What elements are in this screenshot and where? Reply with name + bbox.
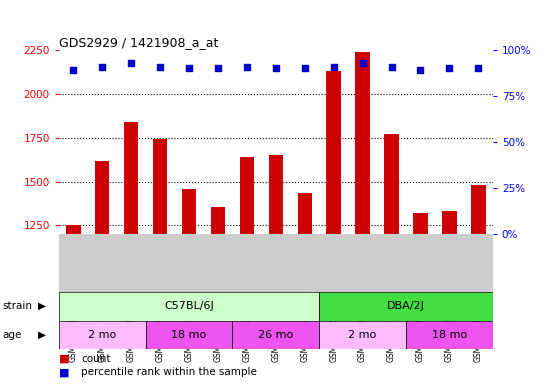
Bar	[326, 71, 341, 234]
Text: ■: ■	[59, 367, 69, 377]
Bar	[356, 52, 370, 234]
Text: count: count	[81, 354, 111, 364]
Text: ■: ■	[59, 354, 69, 364]
Point	[242, 63, 251, 70]
Text: ▶: ▶	[38, 301, 46, 311]
Bar	[66, 225, 81, 234]
Point	[474, 65, 483, 71]
Point	[97, 63, 106, 70]
Bar	[59, 321, 146, 349]
Text: strain: strain	[3, 301, 33, 311]
Bar	[124, 122, 138, 234]
Text: percentile rank within the sample: percentile rank within the sample	[81, 367, 257, 377]
Text: 2 mo: 2 mo	[88, 330, 116, 340]
Text: 2 mo: 2 mo	[348, 330, 377, 340]
Bar	[153, 139, 167, 234]
Point	[445, 65, 454, 71]
Bar	[182, 189, 196, 234]
Point	[300, 65, 309, 71]
Text: DBA/2J: DBA/2J	[387, 301, 425, 311]
Bar	[269, 155, 283, 234]
Bar	[59, 292, 319, 321]
Point	[156, 63, 165, 70]
Text: ▶: ▶	[38, 330, 46, 340]
Bar	[384, 134, 399, 234]
Bar	[471, 185, 486, 234]
Bar	[297, 193, 312, 234]
Text: age: age	[3, 330, 22, 340]
Text: 18 mo: 18 mo	[432, 330, 467, 340]
Point	[184, 65, 194, 71]
Bar	[240, 157, 254, 234]
Text: 26 mo: 26 mo	[258, 330, 293, 340]
Bar	[95, 161, 109, 234]
Bar	[211, 207, 225, 234]
Text: C57BL/6J: C57BL/6J	[164, 301, 214, 311]
Point	[271, 65, 280, 71]
Bar	[406, 321, 493, 349]
Text: GDS2929 / 1421908_a_at: GDS2929 / 1421908_a_at	[59, 36, 218, 49]
Point	[127, 60, 136, 66]
Point	[69, 67, 78, 73]
Bar	[319, 292, 493, 321]
Bar	[442, 210, 456, 234]
Point	[358, 60, 367, 66]
Point	[329, 63, 338, 70]
Bar	[232, 321, 319, 349]
Point	[213, 65, 222, 71]
Point	[416, 67, 425, 73]
Text: 18 mo: 18 mo	[171, 330, 207, 340]
Bar	[319, 321, 406, 349]
Bar	[413, 213, 428, 234]
Point	[387, 63, 396, 70]
Bar	[146, 321, 232, 349]
